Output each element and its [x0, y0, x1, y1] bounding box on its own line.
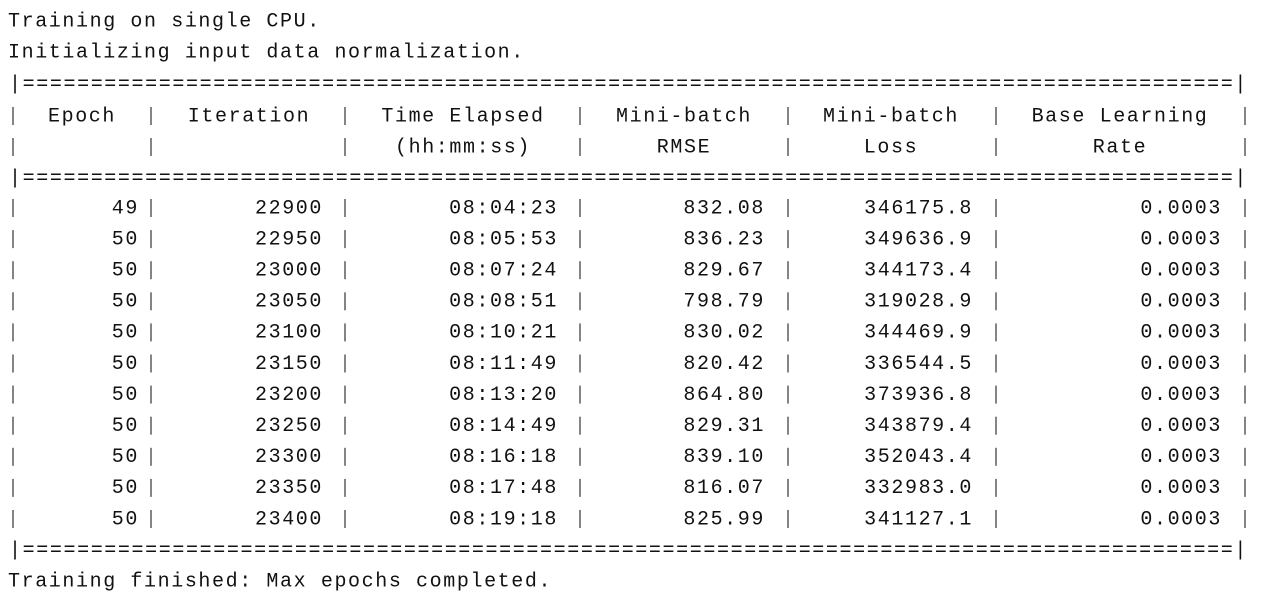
- table-cell: 08:05:53: [449, 228, 558, 251]
- table-cell: 864.80: [683, 384, 765, 407]
- table-cell: 23050: [255, 291, 323, 314]
- table-cell: 23300: [255, 446, 323, 469]
- header-cell: RMSE: [657, 136, 711, 159]
- table-cell: 50: [112, 291, 139, 314]
- table-cell: 825.99: [683, 508, 765, 531]
- header-cell: Mini-batch: [823, 105, 959, 128]
- table-cell: 08:04:23: [449, 197, 558, 220]
- table-cell: 344469.9: [864, 322, 973, 345]
- table-cell: 50: [112, 259, 139, 282]
- table-cell: 50: [112, 228, 139, 251]
- table-cell: 346175.8: [864, 197, 973, 220]
- table-cell: 23100: [255, 322, 323, 345]
- table-cell: 0.0003: [1140, 259, 1222, 282]
- table-cell: 341127.1: [864, 508, 973, 531]
- table-cell: 22950: [255, 228, 323, 251]
- table-cell: 0.0003: [1140, 415, 1222, 438]
- table-cell: 332983.0: [864, 477, 973, 500]
- table-cell: 839.10: [683, 446, 765, 469]
- table-cell: 23150: [255, 353, 323, 376]
- table-cell: 829.31: [683, 415, 765, 438]
- header-cell: (hh:mm:ss): [395, 136, 531, 159]
- table-cell: 0.0003: [1140, 322, 1222, 345]
- header-cell: Loss: [864, 136, 918, 159]
- table-cell: 08:13:20: [449, 384, 558, 407]
- table-cell: 23350: [255, 477, 323, 500]
- table-cell: 08:07:24: [449, 259, 558, 282]
- table-cell: 08:19:18: [449, 508, 558, 531]
- table-cell: 336544.5: [864, 353, 973, 376]
- table-cell: 0.0003: [1140, 508, 1222, 531]
- table-cell: 832.08: [683, 197, 765, 220]
- table-cell: 798.79: [683, 291, 765, 314]
- table-cell: 50: [112, 477, 139, 500]
- table-cell: 08:14:49: [449, 415, 558, 438]
- table-cell: 830.02: [683, 322, 765, 345]
- table-cell: 352043.4: [864, 446, 973, 469]
- table-cell: 23250: [255, 415, 323, 438]
- table-cell: 23400: [255, 508, 323, 531]
- separator: |=======================================…: [9, 73, 1248, 96]
- table-cell: 0.0003: [1140, 197, 1222, 220]
- table-cell: 0.0003: [1140, 353, 1222, 376]
- table-cell: 0.0003: [1140, 291, 1222, 314]
- table-cell: 373936.8: [864, 384, 973, 407]
- table-cell: 08:16:18: [449, 446, 558, 469]
- separator: |=======================================…: [9, 167, 1248, 190]
- header-cell: Iteration: [188, 105, 310, 128]
- table-cell: 829.67: [683, 259, 765, 282]
- table-cell: 50: [112, 446, 139, 469]
- table-cell: 349636.9: [864, 228, 973, 251]
- header-cell: Epoch: [48, 105, 116, 128]
- table-cell: 50: [112, 508, 139, 531]
- log-line: Training on single CPU.: [8, 10, 321, 33]
- header-cell: Rate: [1093, 136, 1147, 159]
- table-cell: 50: [112, 322, 139, 345]
- log-line: Training finished: Max epochs completed.: [8, 570, 552, 593]
- table-cell: 0.0003: [1140, 477, 1222, 500]
- header-cell: Mini-batch: [616, 105, 752, 128]
- table-cell: 49: [112, 197, 139, 220]
- table-cell: 344173.4: [864, 259, 973, 282]
- table-cell: 0.0003: [1140, 446, 1222, 469]
- table-cell: 836.23: [683, 228, 765, 251]
- table-cell: 343879.4: [864, 415, 973, 438]
- log-line: Initializing input data normalization.: [8, 41, 525, 64]
- table-cell: 08:11:49: [449, 353, 558, 376]
- table-cell: 23000: [255, 259, 323, 282]
- header-cell: Time Elapsed: [381, 105, 544, 128]
- separator: |=======================================…: [9, 539, 1248, 562]
- table-cell: 08:10:21: [449, 322, 558, 345]
- table-cell: 08:08:51: [449, 291, 558, 314]
- table-cell: 23200: [255, 384, 323, 407]
- table-cell: 50: [112, 415, 139, 438]
- header-cell: Base Learning: [1032, 105, 1209, 128]
- table-cell: 820.42: [683, 353, 765, 376]
- table-cell: 22900: [255, 197, 323, 220]
- table-cell: 0.0003: [1140, 228, 1222, 251]
- table-cell: 0.0003: [1140, 384, 1222, 407]
- table-cell: 50: [112, 384, 139, 407]
- table-cell: 319028.9: [864, 291, 973, 314]
- table-cell: 08:17:48: [449, 477, 558, 500]
- table-cell: 816.07: [683, 477, 765, 500]
- table-cell: 50: [112, 353, 139, 376]
